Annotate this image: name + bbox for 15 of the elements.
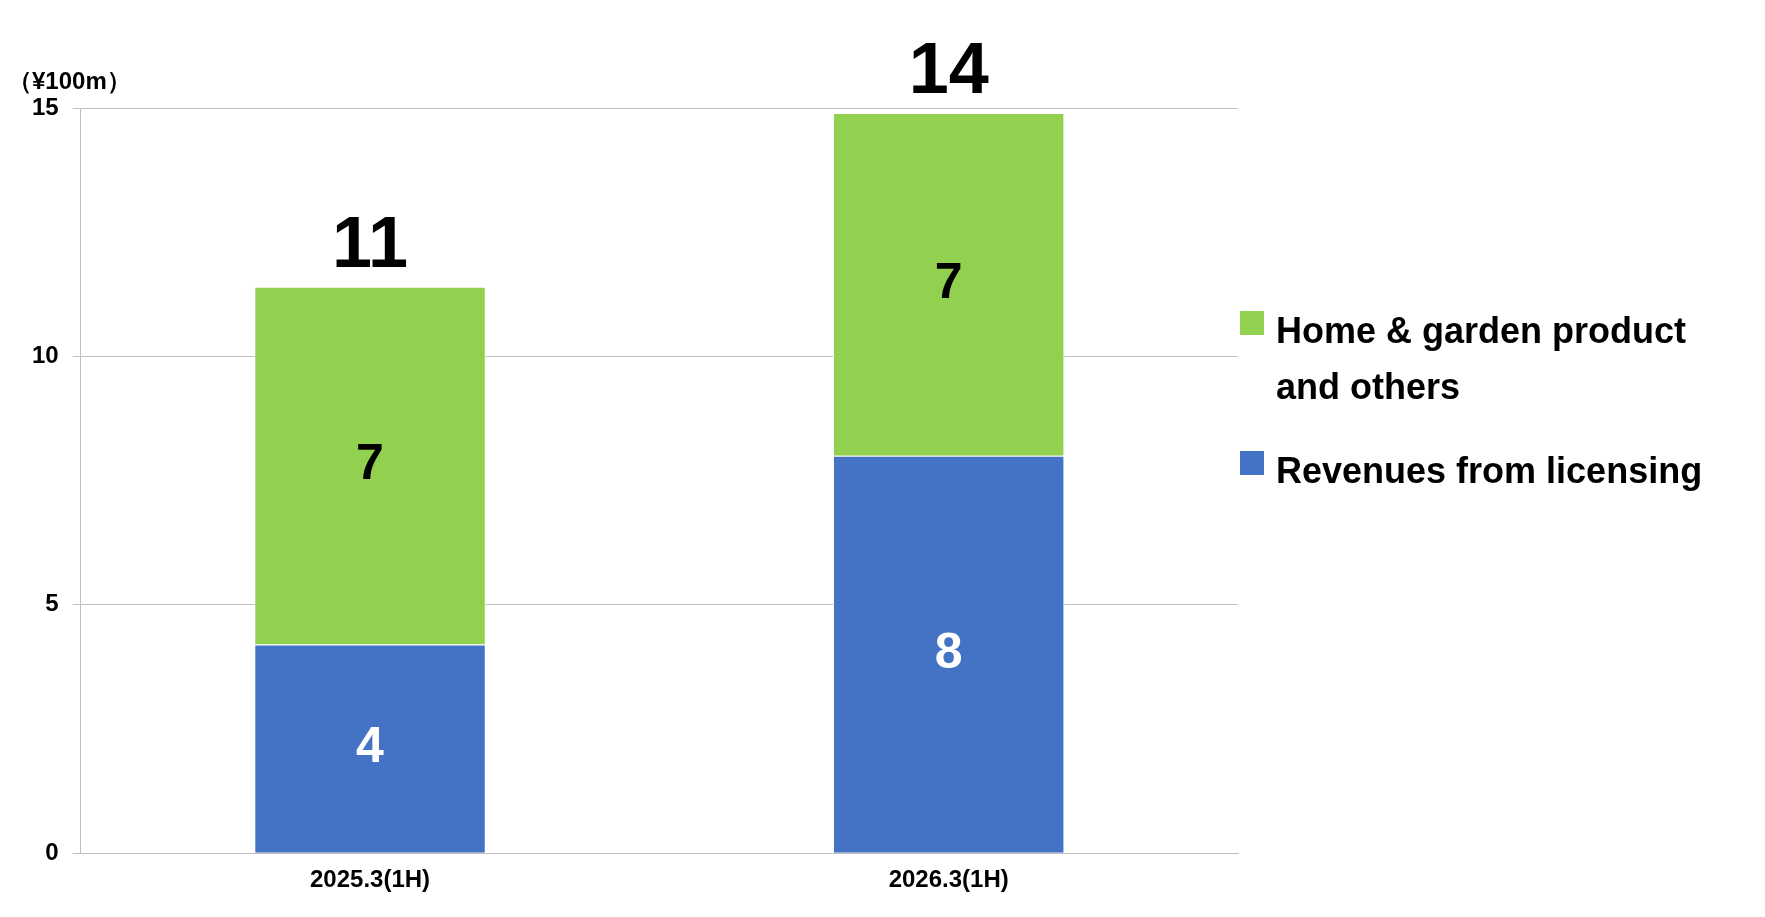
x-tick-label: 2025.3(1H) bbox=[309, 865, 431, 893]
y-tick-label: 10 bbox=[31, 341, 59, 369]
total-label: 11 bbox=[331, 201, 409, 282]
data-label: 4 bbox=[356, 717, 385, 774]
data-label: 7 bbox=[934, 253, 963, 310]
data-label: 8 bbox=[934, 623, 963, 680]
y-tick-label: 0 bbox=[45, 837, 59, 865]
total-label: 14 bbox=[908, 27, 989, 108]
legend-label: Revenues from licensing bbox=[1276, 449, 1703, 493]
y-tick-label: 5 bbox=[45, 589, 59, 617]
legend-label: Home & garden product and others bbox=[1276, 309, 1688, 409]
x-tick-label: 2026.3(1H) bbox=[888, 865, 1009, 893]
y-axis-title: （¥100m） bbox=[8, 66, 131, 94]
data-label: 7 bbox=[356, 434, 384, 491]
y-tick-label: 15 bbox=[31, 92, 59, 120]
